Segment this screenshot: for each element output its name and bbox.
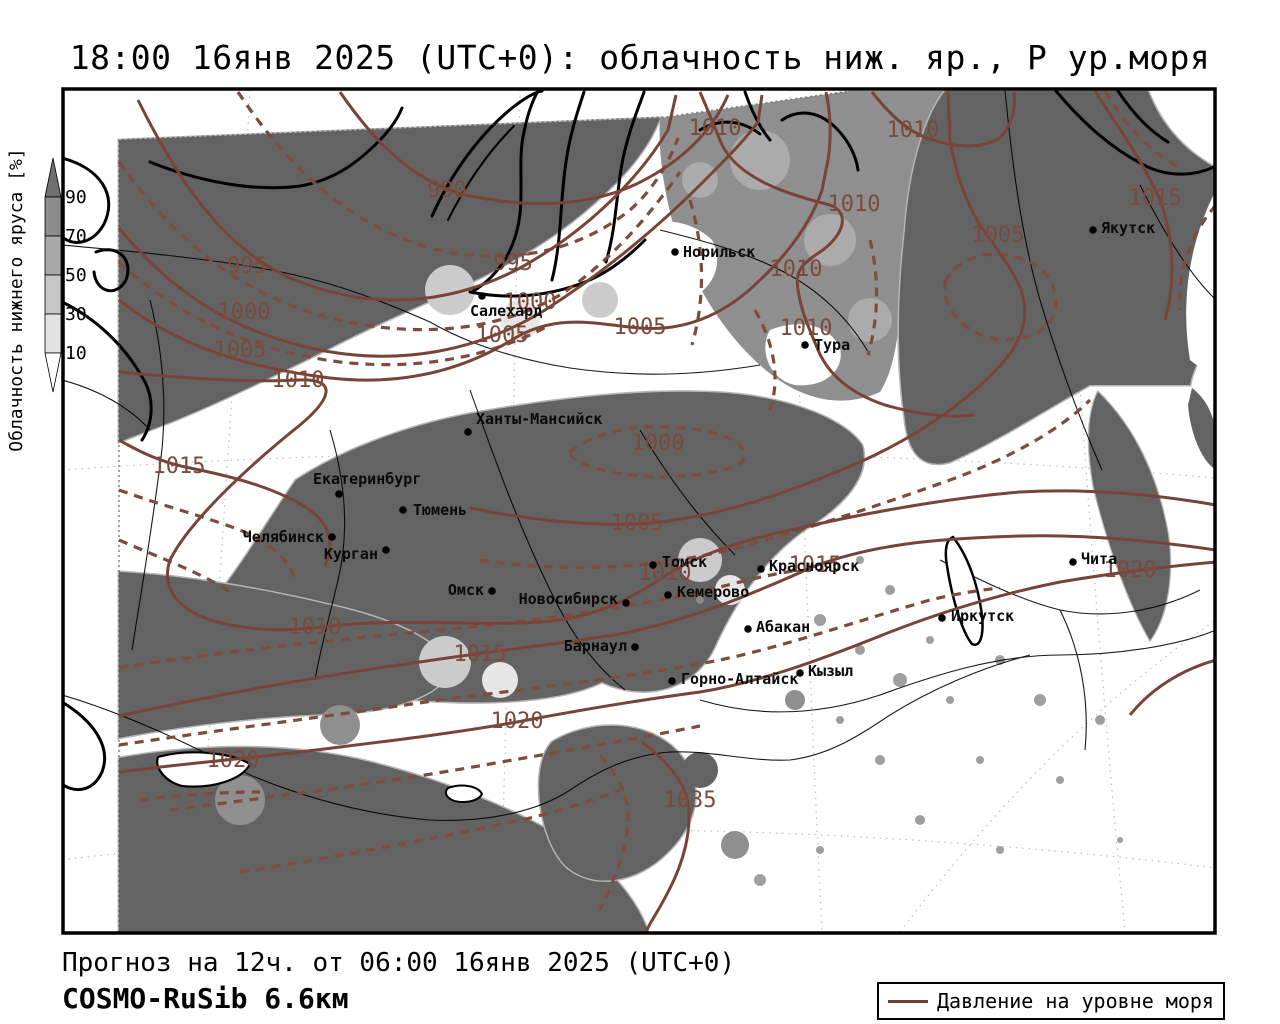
isobar-label: 1005 bbox=[611, 511, 664, 536]
isobar-label: 1000 bbox=[632, 431, 685, 456]
model-caption: COSMO-RuSib 6.6км bbox=[62, 982, 349, 1015]
pressure-line-sample bbox=[888, 999, 928, 1003]
city-dot bbox=[399, 506, 407, 514]
city-dot bbox=[631, 643, 639, 651]
city-dot bbox=[801, 341, 809, 349]
city-label: Новосибирск bbox=[519, 590, 618, 608]
city-label: Кызыл bbox=[808, 662, 853, 680]
colorbar-tick: 10 bbox=[65, 343, 87, 364]
city-label: Якутск bbox=[1101, 219, 1155, 237]
city-label: Тура bbox=[814, 336, 850, 354]
isobar-label: 1010 bbox=[770, 257, 823, 282]
colorbar-tick: 50 bbox=[65, 265, 87, 286]
city-dot bbox=[744, 625, 752, 633]
city-label: Барнаул bbox=[564, 637, 627, 655]
city-dot bbox=[335, 490, 343, 498]
isobar-label: 1010 bbox=[689, 116, 742, 141]
isobar-label: 1005 bbox=[476, 323, 529, 348]
city-label: Тюмень bbox=[413, 501, 467, 519]
isobar-label: 1015 bbox=[454, 642, 507, 667]
isobar-label: 1010 bbox=[639, 561, 692, 586]
city-dot bbox=[1069, 558, 1077, 566]
isobar-label: 1010 bbox=[780, 316, 833, 341]
city-label: Чита bbox=[1081, 550, 1117, 568]
map-title: 18:00 16янв 2025 (UTC+0): облачность ниж… bbox=[69, 38, 1211, 77]
city-label: Челябинск bbox=[243, 528, 324, 546]
isobar-label: 1010 bbox=[887, 118, 940, 143]
isobar-label: 1005 bbox=[614, 315, 667, 340]
city-dot bbox=[328, 533, 336, 541]
city-label: Красноярск bbox=[769, 557, 859, 575]
isobar-label: 1020 bbox=[1104, 558, 1157, 583]
city-dot bbox=[382, 546, 390, 554]
city-label: Кемерово bbox=[677, 583, 749, 601]
city-dot bbox=[757, 565, 765, 573]
lake-zaysan bbox=[444, 784, 484, 803]
colorbar-axis-label: Облачность нижнего яруса [%] bbox=[6, 148, 27, 451]
city-dot bbox=[796, 669, 804, 677]
isobar-label: 995 bbox=[493, 251, 533, 276]
city-dot bbox=[1089, 226, 1097, 234]
colorbar-tick: 30 bbox=[65, 304, 87, 325]
city-dot bbox=[649, 561, 657, 569]
colorbar-tick: 90 bbox=[65, 187, 87, 208]
isobar-label: 1020 bbox=[207, 748, 260, 773]
city-dot bbox=[664, 591, 672, 599]
isobar-label: 1000 bbox=[504, 290, 557, 315]
city-label: Иркутск bbox=[951, 607, 1014, 625]
model-domain-edge bbox=[118, 90, 851, 932]
isobar-label: 1010 bbox=[272, 368, 325, 393]
city-label: Горно-Алтайск bbox=[681, 670, 798, 688]
isobar-label: 1020 bbox=[491, 709, 544, 734]
isobar-label: 1015 bbox=[153, 454, 206, 479]
isobar-label: 1010 bbox=[828, 192, 881, 217]
city-dot bbox=[671, 248, 679, 256]
isobar-labels: 990 995 995 1000 1000 1000 1005 1005 1005 1005 100… bbox=[153, 116, 1182, 813]
isobar-label: 1005 bbox=[972, 223, 1025, 248]
forecast-caption: Прогноз на 12ч. от 06:00 16янв 2025 (UTC… bbox=[62, 948, 736, 978]
city-label: Омск bbox=[448, 581, 484, 599]
pressure-legend: Давление на уровне моря bbox=[877, 982, 1225, 1020]
city-label: Салехард bbox=[470, 302, 542, 320]
map-frame bbox=[61, 87, 1217, 935]
city-dot bbox=[938, 614, 946, 622]
isobar-label: 990 bbox=[427, 178, 467, 203]
lake-baikal bbox=[944, 535, 984, 646]
city-label: Норильск bbox=[683, 243, 755, 261]
isobar-label: 1015 bbox=[789, 553, 842, 578]
city-label: Екатеринбург bbox=[313, 470, 421, 488]
city-dot bbox=[668, 677, 676, 685]
isobar-label: 1005 bbox=[214, 338, 267, 363]
isobar-label: 1000 bbox=[218, 300, 271, 325]
region-borders bbox=[64, 90, 1215, 821]
isobar-label: 1010 bbox=[289, 615, 342, 640]
pressure-legend-label: Давление на уровне моря bbox=[937, 989, 1214, 1013]
city-dot bbox=[488, 587, 496, 595]
city-dot bbox=[464, 428, 472, 436]
city-dot bbox=[478, 292, 486, 300]
city-markers: Норильск Салехард Тура Ханты-Мансийск Екатер… bbox=[243, 219, 1155, 688]
city-label: Ханты-Мансийск bbox=[476, 410, 602, 428]
isobars-solid bbox=[117, 90, 1215, 932]
isobar-label: 1015 bbox=[1129, 186, 1182, 211]
city-label: Томск bbox=[662, 553, 707, 571]
city-label: Абакан bbox=[756, 618, 810, 636]
city-dot bbox=[622, 599, 630, 607]
city-label: Курган bbox=[324, 545, 378, 563]
isobar-label: 995 bbox=[227, 254, 267, 279]
isobar-label: 1035 bbox=[664, 788, 717, 813]
